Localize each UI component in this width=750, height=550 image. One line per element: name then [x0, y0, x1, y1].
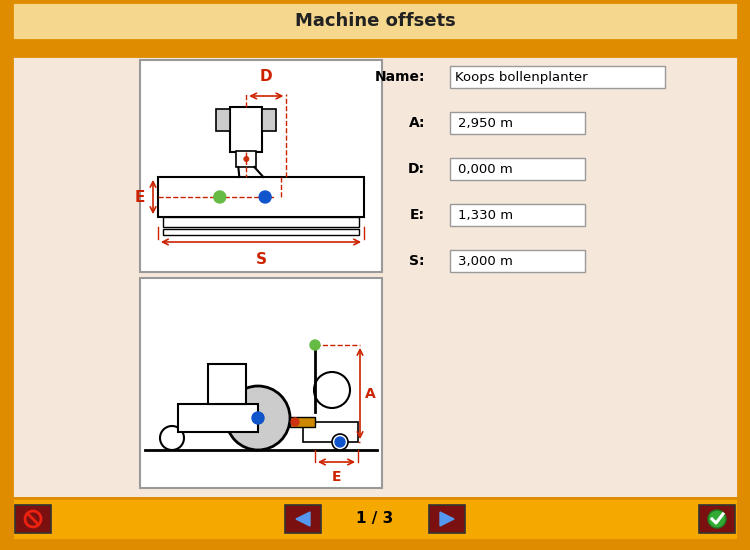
Text: S:: S: — [410, 254, 425, 268]
Bar — [450, 112, 585, 134]
Bar — [236, 151, 256, 167]
Bar — [140, 60, 382, 272]
Circle shape — [259, 191, 271, 203]
Circle shape — [243, 156, 249, 162]
Bar — [429, 505, 465, 533]
Bar — [290, 417, 315, 427]
Circle shape — [252, 412, 264, 424]
Bar — [208, 364, 246, 404]
Text: Machine offsets: Machine offsets — [295, 12, 455, 30]
Circle shape — [226, 386, 290, 450]
Bar — [262, 109, 276, 131]
Bar — [140, 278, 382, 488]
Bar — [450, 158, 585, 180]
Text: D: D — [260, 69, 273, 84]
Text: Koops bollenplanter: Koops bollenplanter — [455, 70, 588, 84]
Bar — [12, 2, 738, 40]
Text: 3,000 m: 3,000 m — [458, 255, 513, 267]
Bar — [285, 505, 321, 533]
Bar — [699, 505, 735, 533]
Circle shape — [160, 426, 184, 450]
Text: D:: D: — [408, 162, 425, 176]
Circle shape — [291, 418, 299, 426]
Bar — [163, 229, 359, 235]
Bar — [15, 505, 51, 533]
Polygon shape — [440, 512, 454, 526]
Text: A:: A: — [409, 116, 425, 130]
Bar — [178, 404, 258, 432]
Bar — [12, 498, 738, 540]
Text: S: S — [256, 252, 266, 267]
Circle shape — [708, 510, 726, 528]
Text: Name:: Name: — [374, 70, 425, 84]
Bar — [12, 56, 738, 498]
Circle shape — [335, 437, 345, 447]
Text: 0,000 m: 0,000 m — [458, 162, 513, 175]
Circle shape — [332, 434, 348, 450]
Text: 2,950 m: 2,950 m — [458, 117, 513, 129]
Text: E:: E: — [410, 208, 425, 222]
Bar — [230, 107, 262, 152]
Polygon shape — [296, 512, 310, 526]
Text: A: A — [365, 387, 376, 400]
Bar — [303, 422, 358, 442]
Circle shape — [253, 413, 263, 423]
Text: 1,330 m: 1,330 m — [458, 208, 513, 222]
Bar — [450, 250, 585, 272]
Text: E: E — [135, 190, 146, 205]
Text: +: + — [254, 413, 262, 423]
Circle shape — [214, 191, 226, 203]
Bar — [450, 204, 585, 226]
Bar — [163, 217, 359, 227]
Bar — [216, 109, 230, 131]
Bar — [158, 177, 364, 217]
Bar — [450, 66, 665, 88]
Text: E: E — [332, 470, 341, 484]
Text: 1 / 3: 1 / 3 — [356, 512, 394, 526]
Circle shape — [314, 372, 350, 408]
Circle shape — [310, 340, 320, 350]
